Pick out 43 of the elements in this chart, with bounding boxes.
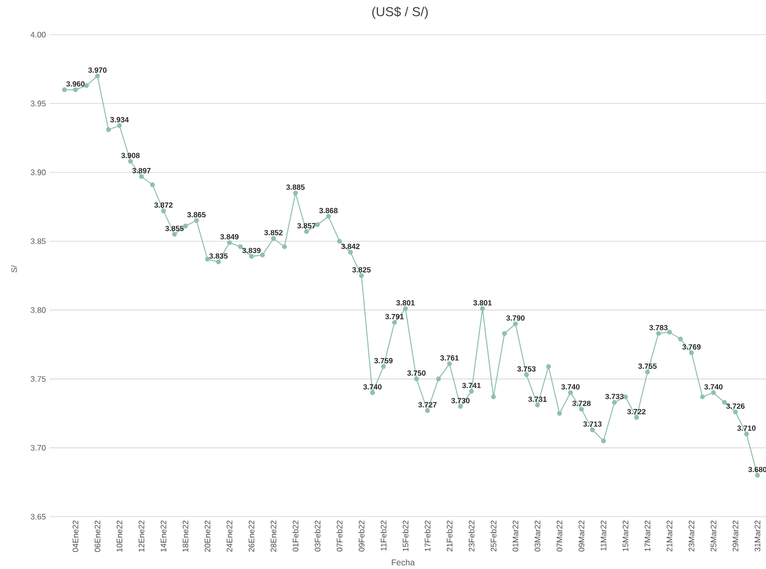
x-tick-label: 25Feb22 <box>490 520 496 552</box>
chart-title: (US$ / S/) <box>372 6 428 19</box>
x-tick-label: 23Mar22 <box>688 520 694 552</box>
x-tick-label: 21Feb22 <box>446 520 452 552</box>
y-tick-label: 3.80 <box>30 307 46 313</box>
x-tick-label: 24Ene22 <box>226 520 232 552</box>
x-tick-label: 03Feb22 <box>314 520 320 552</box>
x-tick-label: 29Mar22 <box>732 520 738 552</box>
x-tick-label: 11Feb22 <box>380 520 386 551</box>
x-tick-label: 20Ene22 <box>204 520 210 552</box>
x-tick-label: 09Mar22 <box>578 520 584 552</box>
x-tick-label: 06Ene22 <box>94 520 100 552</box>
y-tick-label: 3.95 <box>30 100 46 106</box>
x-tick-label: 11Mar22 <box>600 520 606 551</box>
x-tick-label: 07Feb22 <box>336 520 342 552</box>
x-tick-label: 12Ene22 <box>138 520 144 552</box>
y-axis-title: S/ <box>11 265 17 272</box>
x-tick-label: 09Feb22 <box>358 520 364 552</box>
x-axis-title: Fecha <box>392 559 415 566</box>
x-tick-label: 01Mar22 <box>512 520 518 552</box>
x-tick-label: 21Mar22 <box>666 520 672 552</box>
x-tick-label: 01Feb22 <box>292 520 298 552</box>
x-tick-label: 25Mar22 <box>710 520 716 552</box>
y-tick-label: 3.65 <box>30 514 46 520</box>
x-tick-label: 31Mar22 <box>754 520 760 552</box>
x-tick-label: 26Ene22 <box>248 520 254 552</box>
x-tick-label: 07Mar22 <box>556 520 562 552</box>
x-tick-label: 04Ene22 <box>72 520 78 552</box>
x-tick-label: 18Ene22 <box>182 520 188 552</box>
x-tick-label: 23Feb22 <box>468 520 474 552</box>
x-tick-label: 10Ene22 <box>116 520 122 552</box>
x-tick-label: 14Ene22 <box>160 520 166 552</box>
x-tick-label: 28Ene22 <box>270 520 276 552</box>
y-tick-label: 3.90 <box>30 170 46 176</box>
x-tick-label: 17Mar22 <box>644 520 650 552</box>
x-tick-label: 15Feb22 <box>402 520 408 552</box>
x-tick-label: 15Mar22 <box>622 520 628 552</box>
x-tick-label: 03Mar22 <box>534 520 540 552</box>
y-tick-label: 3.75 <box>30 376 46 382</box>
y-tick-label: 4.00 <box>30 32 46 38</box>
y-tick-label: 3.70 <box>30 444 46 451</box>
x-tick-label: 17Feb22 <box>424 520 430 552</box>
y-tick-label: 3.85 <box>30 238 46 244</box>
